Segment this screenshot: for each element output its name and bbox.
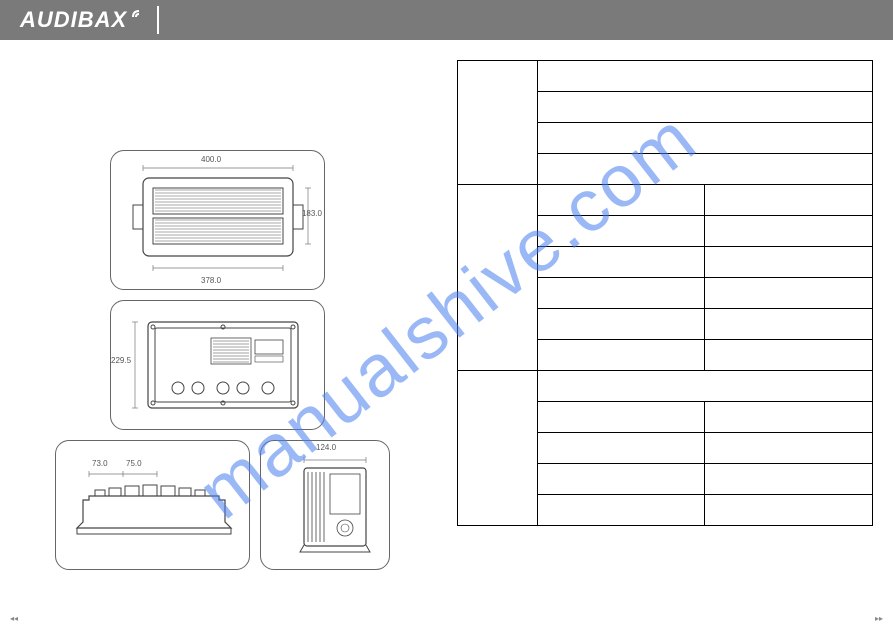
spec-cell: [537, 309, 705, 340]
spec-cell: [705, 247, 873, 278]
spec-cell: [537, 154, 873, 185]
spec-cell: [705, 216, 873, 247]
spec-cell: [537, 495, 705, 526]
front-view-svg: [123, 160, 313, 280]
spec-cell: [537, 402, 705, 433]
spec-group-1: [457, 61, 537, 185]
table-row: [457, 185, 873, 216]
back-view-svg: [123, 310, 313, 420]
brand-logo: AUDIBAX: [20, 6, 159, 34]
diagrams-column: 400.0 378.0 183.0: [0, 40, 447, 629]
diagram-side-view: 124.0: [260, 440, 390, 570]
page-header: AUDIBAX: [0, 0, 893, 40]
diagram-front-view: 400.0 378.0 183.0: [110, 150, 325, 290]
spec-cell: [537, 123, 873, 154]
dim-front-width: 400.0: [201, 155, 221, 164]
diagram-back-view: 229.5: [110, 300, 325, 430]
spec-cell: [705, 402, 873, 433]
spec-cell: [705, 309, 873, 340]
spec-cell: [537, 247, 705, 278]
spec-cell: [705, 278, 873, 309]
spec-cell: [537, 185, 705, 216]
spec-cell: [537, 278, 705, 309]
dim-front-innerw: 378.0: [201, 276, 221, 285]
spec-cell: [537, 433, 705, 464]
table-row: [457, 61, 873, 92]
spec-table: [457, 60, 874, 526]
spec-cell: [537, 61, 873, 92]
sound-wave-icon: [129, 7, 149, 33]
spec-column: [447, 40, 893, 629]
spec-cell: [705, 464, 873, 495]
spec-cell: [537, 464, 705, 495]
dim-bottom-seg2: 75.0: [126, 459, 142, 468]
dim-front-height: 183.0: [302, 209, 322, 218]
spec-cell: [537, 340, 705, 371]
spec-cell: [537, 92, 873, 123]
dim-back-height: 229.5: [111, 356, 131, 365]
spec-cell: [705, 340, 873, 371]
spec-group-3: [457, 371, 537, 526]
spec-cell: [537, 216, 705, 247]
dim-bottom-seg1: 73.0: [92, 459, 108, 468]
side-view-svg: [270, 450, 380, 560]
page-content: 400.0 378.0 183.0: [0, 40, 893, 629]
spec-cell: [705, 185, 873, 216]
brand-text: AUDIBAX: [20, 7, 127, 33]
diagram-bottom-view: 73.0 75.0: [55, 440, 250, 570]
spec-cell: [537, 371, 873, 402]
spec-group-2: [457, 185, 537, 371]
dim-side-depth: 124.0: [316, 443, 336, 452]
page-prev-icon[interactable]: ◂◂: [10, 614, 18, 623]
spec-cell: [705, 433, 873, 464]
table-row: [457, 371, 873, 402]
logo-divider: [157, 6, 159, 34]
page-next-icon[interactable]: ▸▸: [875, 614, 883, 623]
spec-cell: [705, 495, 873, 526]
